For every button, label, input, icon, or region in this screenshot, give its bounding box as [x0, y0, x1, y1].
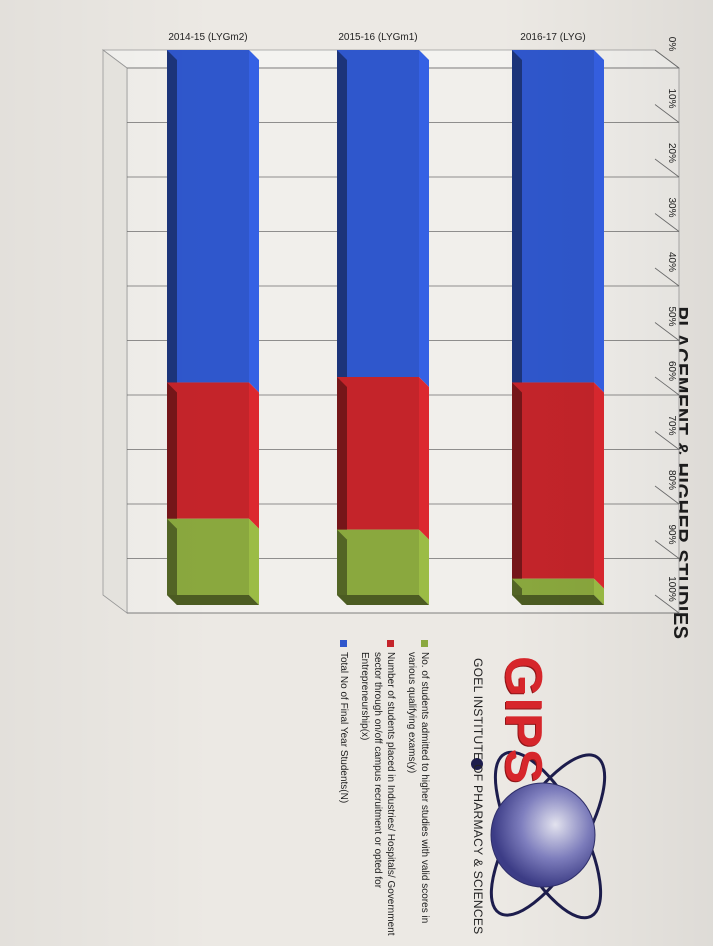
bar-end-face: [512, 595, 604, 605]
bar-top-face: [419, 529, 429, 605]
gridline-diagonal: [654, 376, 680, 396]
legend-label-placed: Number of students placed in Industries/…: [359, 652, 396, 936]
bar-bottom-face: [337, 377, 347, 540]
legend-swatch-red: [387, 640, 394, 647]
bar-top-face: [594, 382, 604, 589]
logo-subtitle: GOEL INSTITUTE OF PHARMACY & SCIENCES: [471, 658, 485, 935]
bar-bottom-face: [167, 518, 177, 605]
x-tick-label: 10%: [666, 88, 677, 108]
bar-segment: [512, 382, 594, 579]
legend-swatch-blue: [340, 640, 347, 647]
legend-item-total: Total No of Final Year Students(N): [337, 640, 350, 940]
bar-segment: [167, 382, 249, 519]
gridline-diagonal: [654, 158, 680, 178]
x-tick-label: 0%: [666, 37, 677, 52]
x-tick-label: 40%: [666, 252, 677, 272]
bar-bottom-face: [512, 50, 522, 393]
x-tick-label: 70%: [666, 415, 677, 435]
bar-top-face: [249, 50, 259, 393]
x-tick-label: 20%: [666, 143, 677, 163]
x-tick-label: 50%: [666, 306, 677, 326]
bar-top-face: [594, 578, 604, 605]
legend-label-total: Total No of Final Year Students(N): [338, 652, 349, 804]
logo-block: GIPS GOEL INSTITUTE OF PHARMACY & SCIENC…: [413, 650, 653, 940]
bar-segment: [337, 529, 419, 595]
bar-top-face: [249, 382, 259, 529]
bar-bottom-face: [337, 50, 347, 387]
legend-item-placed: Number of students placed in Industries/…: [358, 640, 397, 940]
x-tick-label: 100%: [666, 576, 677, 602]
legend-item-higher-studies: No. of students admitted to higher studi…: [405, 640, 431, 940]
gridline-diagonal: [654, 431, 680, 450]
bar-bottom-face: [167, 382, 177, 529]
x-tick-label: 60%: [666, 361, 677, 381]
bar-bottom-face: [337, 529, 347, 605]
legend-label-higher-studies: No. of students admitted to higher studi…: [406, 652, 430, 924]
bar-segment: [512, 578, 594, 596]
chart-legend: No. of students admitted to higher studi…: [329, 640, 431, 940]
bar-top-face: [594, 50, 604, 393]
gridline-diagonal: [654, 104, 680, 123]
gridline-diagonal: [654, 594, 680, 614]
bar-segment: [337, 50, 419, 377]
logo-emblem: [471, 750, 607, 920]
category-label: 2014-15 (LYGm2): [168, 32, 247, 43]
bar-segment: [337, 377, 419, 530]
gridline-diagonal: [654, 49, 680, 69]
bar-end-face: [337, 595, 429, 605]
x-tick-label: 30%: [666, 197, 677, 217]
bar-bottom-face: [167, 50, 177, 393]
bar-segment: [512, 50, 594, 383]
bar-bottom-face: [512, 382, 522, 589]
gridline-diagonal: [654, 540, 680, 559]
bar-segment: [167, 518, 249, 596]
bar-segment: [167, 50, 249, 383]
gridline-diagonal: [654, 267, 680, 287]
bar-top-face: [419, 50, 429, 387]
chart-floor: [102, 49, 128, 614]
gridline-diagonal: [654, 322, 680, 341]
bar-top-face: [249, 518, 259, 605]
bar-top-face: [419, 377, 429, 540]
x-tick-label: 80%: [666, 470, 677, 490]
logo-text: GIPS: [494, 656, 552, 785]
category-label: 2015-16 (LYGm1): [338, 32, 417, 43]
bar-end-face: [167, 595, 259, 605]
gridline-diagonal: [654, 485, 680, 505]
legend-swatch-green: [421, 640, 428, 647]
category-label: 2016-17 (LYG): [520, 32, 585, 43]
x-tick-label: 90%: [666, 524, 677, 544]
gridline-diagonal: [654, 213, 680, 232]
